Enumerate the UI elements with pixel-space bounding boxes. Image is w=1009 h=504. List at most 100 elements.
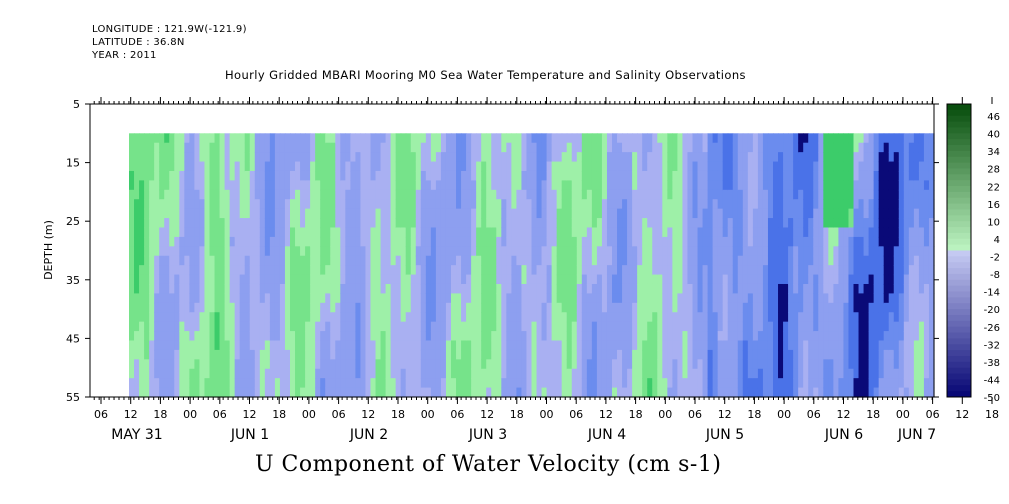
heatmap-cell	[129, 199, 135, 210]
heatmap-cell	[290, 283, 296, 295]
heatmap-cell	[290, 312, 296, 323]
heatmap-cell	[420, 236, 427, 247]
heatmap-cell	[405, 133, 412, 144]
heatmap-cell	[657, 331, 663, 342]
heatmap-cell	[878, 349, 885, 360]
heatmap-cell	[279, 387, 286, 398]
heatmap-cell	[923, 170, 930, 181]
heatmap-cell	[425, 321, 432, 332]
heatmap-cell	[591, 293, 598, 304]
heatmap-cell	[546, 293, 553, 304]
heatmap-cell	[269, 378, 276, 389]
heatmap-cell	[350, 208, 357, 219]
heatmap-cell	[823, 331, 829, 342]
heatmap-cell	[375, 246, 382, 257]
heatmap-cell	[204, 387, 211, 398]
heatmap-cell	[712, 387, 719, 398]
heatmap-cell	[863, 321, 870, 332]
heatmap-cell	[501, 208, 507, 219]
heatmap-cell	[647, 359, 653, 370]
heatmap-cell	[838, 312, 845, 323]
heatmap-cell	[229, 180, 236, 191]
heatmap-cell	[677, 283, 684, 295]
heatmap-cell	[813, 142, 819, 153]
heatmap-cell	[657, 152, 663, 163]
heatmap-cell	[491, 199, 497, 210]
heatmap-cell	[395, 302, 402, 313]
heatmap-cell	[586, 340, 593, 351]
heatmap-cell	[803, 293, 809, 304]
heatmap-cell	[853, 133, 860, 144]
heatmap-cell	[928, 208, 935, 219]
heatmap-cell	[662, 218, 668, 229]
heatmap-cell	[838, 218, 845, 229]
heatmap-cell	[380, 359, 387, 370]
colorbar-swatch	[947, 367, 971, 375]
heatmap-cell	[330, 227, 336, 238]
heatmap-cell	[637, 142, 643, 153]
heatmap-cell	[848, 236, 855, 247]
heatmap-cell	[883, 274, 890, 285]
heatmap-cell	[863, 312, 870, 323]
heatmap-cell	[677, 161, 684, 172]
heatmap-cell	[330, 368, 336, 379]
heatmap-cell	[380, 283, 387, 295]
heatmap-cell	[300, 218, 306, 229]
heatmap-cell	[234, 208, 241, 219]
heatmap-cell	[365, 236, 372, 247]
heatmap-cell	[923, 199, 930, 210]
heatmap-cell	[445, 161, 452, 172]
heatmap-cell	[586, 246, 593, 257]
heatmap-cell	[632, 321, 638, 332]
heatmap-cell	[928, 133, 935, 144]
heatmap-cell	[279, 236, 286, 247]
heatmap-cell	[697, 368, 704, 379]
heatmap-cell	[662, 227, 668, 238]
heatmap-cell	[903, 236, 910, 247]
heatmap-cell	[174, 387, 180, 398]
heatmap-cell	[219, 133, 226, 144]
heatmap-cell	[783, 246, 789, 257]
heatmap-cell	[511, 378, 518, 389]
heatmap-cell	[596, 302, 603, 313]
heatmap-cell	[632, 387, 638, 398]
heatmap-cell	[762, 340, 769, 351]
heatmap-cell	[601, 340, 608, 351]
heatmap-cell	[224, 227, 231, 238]
heatmap-cell	[385, 142, 392, 153]
heatmap-cell	[129, 378, 135, 389]
heatmap-cell	[451, 274, 457, 285]
heatmap-cell	[566, 255, 573, 266]
heatmap-cell	[189, 133, 196, 144]
heatmap-cell	[445, 368, 452, 379]
heatmap-cell	[244, 312, 251, 323]
heatmap-cell	[456, 387, 462, 398]
heatmap-cell	[853, 170, 860, 181]
heatmap-cell	[360, 189, 367, 200]
heatmap-cell	[451, 312, 457, 323]
heatmap-cell	[239, 246, 246, 257]
heatmap-cell	[546, 161, 553, 172]
heatmap-cell	[773, 331, 779, 342]
heatmap-cell	[903, 312, 910, 323]
heatmap-cell	[818, 283, 824, 295]
heatmap-cell	[893, 152, 900, 163]
heatmap-cell	[798, 236, 804, 247]
heatmap-cell	[818, 161, 824, 172]
heatmap-cell	[129, 312, 135, 323]
heatmap-cell	[154, 236, 160, 247]
heatmap-cell	[486, 180, 492, 191]
heatmap-cell	[843, 133, 850, 144]
heatmap-cell	[531, 189, 538, 200]
heatmap-cell	[793, 208, 799, 219]
heatmap-cell	[762, 208, 769, 219]
heatmap-cell	[541, 283, 548, 295]
heatmap-cell	[778, 199, 784, 210]
heatmap-cell	[722, 378, 729, 389]
heatmap-cell	[687, 227, 694, 238]
heatmap-cell	[622, 359, 628, 370]
heatmap-cell	[551, 170, 558, 181]
heatmap-cell	[194, 199, 201, 210]
heatmap-cell	[395, 312, 402, 323]
heatmap-cell	[279, 255, 286, 266]
